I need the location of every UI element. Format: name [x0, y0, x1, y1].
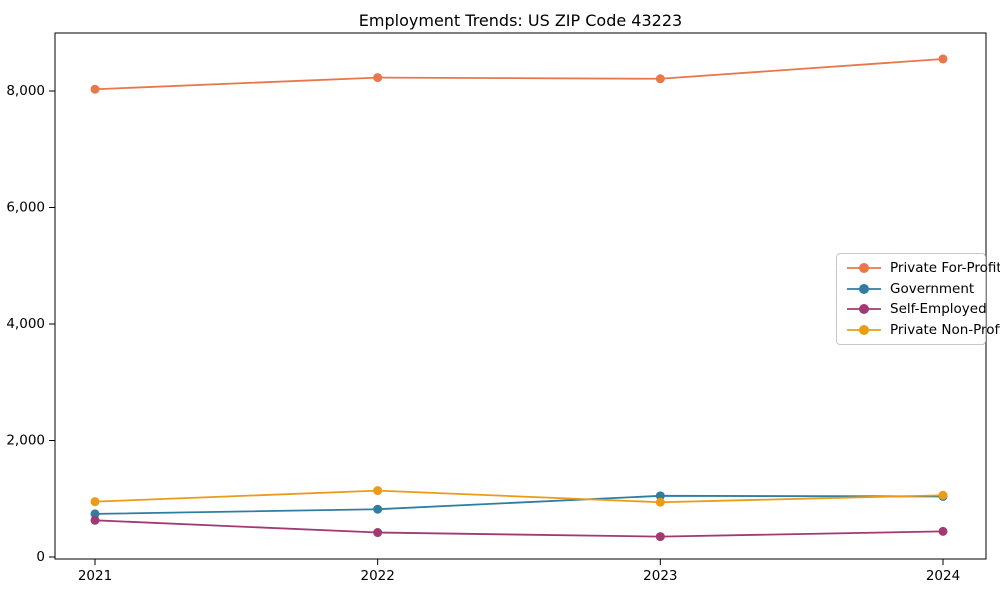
x-tick-label: 2022 — [360, 568, 394, 584]
series-line-private-non-profit — [94, 489, 944, 504]
series-line-self-employed — [94, 519, 944, 538]
data-point-government — [655, 491, 665, 501]
x-tick-label: 2021 — [78, 568, 112, 584]
chart-title: Employment Trends: US ZIP Code 43223 — [358, 11, 683, 30]
data-point-self-employed — [90, 515, 100, 525]
series-line-government — [94, 494, 944, 515]
y-tick-label: 4,000 — [6, 316, 45, 332]
data-point-self-employed — [373, 528, 383, 538]
legend: Private For-Profit Government Self-Employe… — [836, 253, 1000, 345]
data-point-government — [373, 504, 383, 514]
legend-item: Self-Employed — [845, 299, 987, 320]
data-point-private-non-profit — [655, 497, 665, 507]
data-point-private-for-profit — [90, 84, 100, 94]
legend-label: Government — [890, 280, 975, 297]
legend-label: Private For-Profit — [890, 260, 1000, 277]
data-point-self-employed — [655, 532, 665, 542]
x-tick-label: 2024 — [926, 568, 960, 584]
legend-marker-icon — [847, 324, 881, 335]
y-tick-label: 0 — [36, 549, 45, 565]
series-line-private-for-profit — [94, 58, 944, 91]
legend-label: Self-Employed — [890, 301, 987, 318]
legend-item: Government — [845, 279, 977, 300]
data-point-government — [90, 509, 100, 519]
data-point-private-non-profit — [938, 490, 948, 500]
data-point-self-employed — [938, 526, 948, 536]
legend-marker-icon — [847, 304, 881, 315]
data-point-private-non-profit — [90, 497, 100, 507]
legend-marker-icon — [847, 263, 881, 274]
data-point-private-for-profit — [373, 73, 383, 83]
y-tick-label: 6,000 — [6, 200, 45, 216]
legend-item: Private Non-Profit — [845, 320, 1000, 341]
x-tick-label: 2023 — [643, 568, 677, 584]
legend-label: Private Non-Profit — [890, 321, 1000, 338]
data-point-private-for-profit — [655, 74, 665, 84]
y-tick-label: 8,000 — [6, 83, 45, 99]
y-tick-label: 2,000 — [6, 433, 45, 449]
plot-border — [54, 32, 987, 560]
data-point-private-non-profit — [373, 486, 383, 496]
legend-item: Private For-Profit — [845, 258, 1000, 279]
legend-marker-icon — [847, 283, 881, 294]
data-point-private-for-profit — [938, 54, 948, 64]
